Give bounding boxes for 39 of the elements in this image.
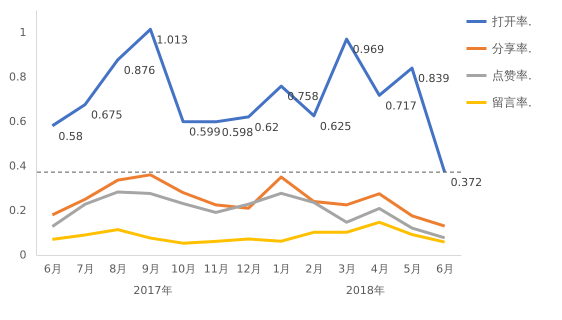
y-tick-label: 0 [20,248,26,262]
y-tick-label: 0.8 [9,70,26,84]
x-tick-label: 6月 [44,262,62,276]
x-tick-label: 9月 [142,262,160,276]
data-label: 0.625 [320,120,352,133]
x-tick-label: 5月 [403,262,422,276]
data-label: 0.599 [189,126,221,139]
text: 2017年 [133,284,172,297]
legend-label: 分享率. [492,42,532,56]
x-tick-label: 4月 [370,262,389,276]
data-label: 0.876 [124,64,156,77]
data-label: 0.372 [450,176,482,190]
y-tick-label: 1 [20,26,26,39]
legend-label: 打开率. [491,14,532,28]
line-series [50,220,446,245]
data-label: 0.62 [254,120,279,134]
x-tick-label: 11月 [204,262,229,276]
x-tick-label: 8月 [109,262,128,276]
data-label: 0.598 [222,126,254,139]
data-label: 0.839 [418,72,450,86]
y-tick-label: 0.6 [9,114,26,128]
y-tick-label: 0.2 [9,204,26,217]
x-tick-label: 2月 [305,262,324,276]
x-tick-label: 6月 [436,262,454,276]
x-tick-label: 12月 [236,262,262,276]
line-series [50,190,446,240]
legend-label: 点赞率. [492,68,532,82]
line-series [50,173,446,228]
legend-label: 留言率. [492,96,532,110]
data-label: 1.013 [156,33,188,46]
text: 2018年 [346,284,385,297]
x-tick-label: 10月 [171,262,196,276]
x-tick-label: 7月 [76,262,95,276]
data-label: 0.717 [385,99,417,112]
x-tick-label: 3月 [338,262,356,276]
x-tick-label: 1月 [272,262,291,276]
data-label: 0.58 [58,130,83,143]
data-label: 0.675 [91,108,123,122]
y-tick-label: 0.4 [9,159,26,172]
